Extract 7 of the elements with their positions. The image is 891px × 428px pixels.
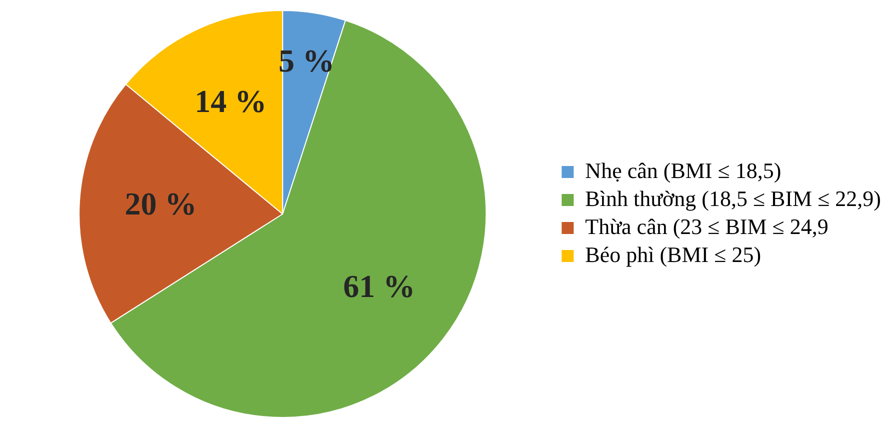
legend-label: Thừa cân (23 ≤ BIM ≤ 24,9 [585, 214, 828, 239]
legend-label: Nhẹ cân (BMI ≤ 18,5) [585, 158, 782, 183]
legend-label: Bình thường (18,5 ≤ BIM ≤ 22,9) [585, 186, 882, 211]
data-label: 20 % [124, 186, 197, 222]
legend-label: Béo phì (BMI ≤ 25) [585, 242, 762, 267]
data-label: 61 % [343, 268, 416, 304]
data-label: 14 % [194, 82, 267, 119]
